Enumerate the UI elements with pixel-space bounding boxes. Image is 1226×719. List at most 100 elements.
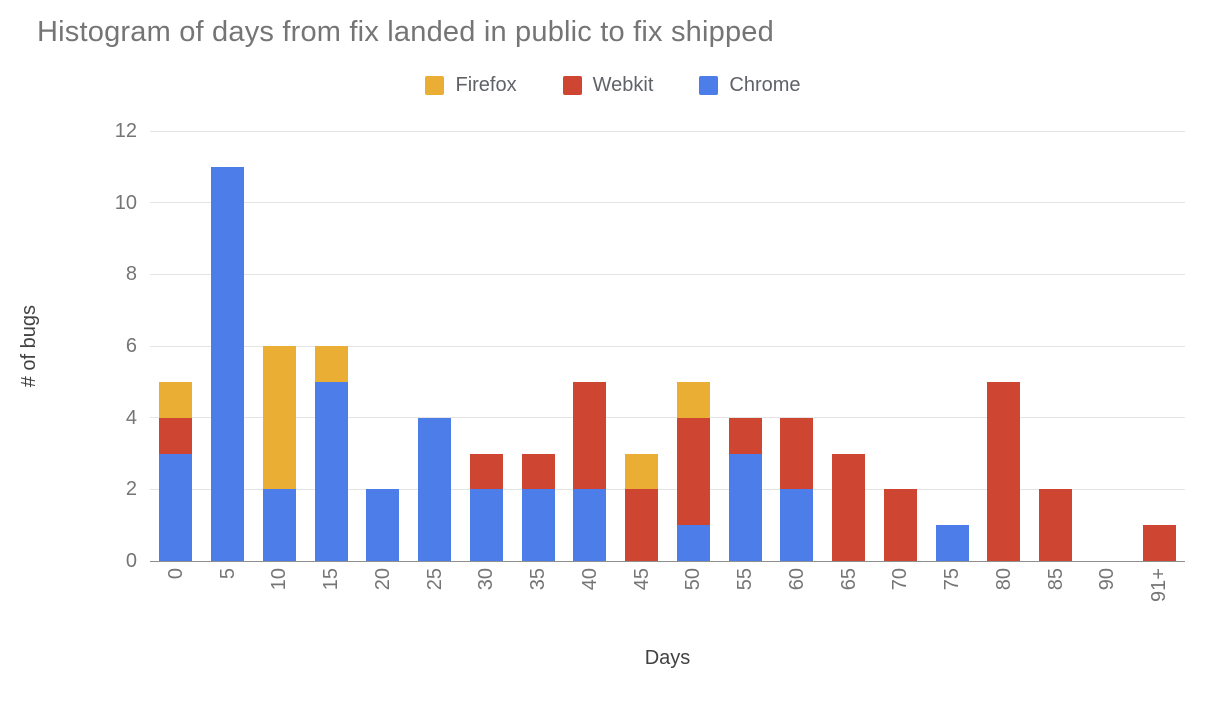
- y-axis-title: # of bugs: [17, 304, 40, 388]
- bar-column-30: [461, 131, 513, 561]
- y-tick-label: 12: [114, 120, 137, 142]
- x-tick-label: 55: [734, 568, 757, 591]
- bar-segment-chrome: [159, 453, 193, 561]
- bar-column-15: [305, 131, 357, 561]
- bar-segment-firefox: [676, 381, 710, 418]
- bar-segment-webkit: [159, 417, 193, 454]
- bar-column-65: [823, 131, 875, 561]
- legend-item-webkit: Webkit: [562, 73, 654, 97]
- gridline: [150, 130, 1185, 132]
- y-tick-label: 4: [125, 406, 137, 429]
- bar-column-80: [978, 131, 1030, 561]
- bar-45: [625, 453, 659, 561]
- x-axis-title: Days: [644, 647, 691, 669]
- bar-segment-chrome: [521, 489, 555, 561]
- x-tick-cell-90: 90: [1082, 561, 1134, 619]
- x-tick-cell-65: 65: [823, 561, 875, 619]
- legend-label: Chrome: [729, 73, 801, 96]
- bar-segment-chrome: [366, 489, 400, 561]
- bar-30: [469, 453, 503, 561]
- bar-segment-firefox: [262, 346, 296, 490]
- bar-column-40: [564, 131, 616, 561]
- bar-segment-chrome: [211, 166, 245, 561]
- legend-swatch-firefox-icon: [425, 75, 445, 95]
- x-tick-cell-20: 20: [357, 561, 409, 619]
- x-tick-label: 65: [837, 568, 860, 591]
- gridline: [150, 488, 1185, 490]
- x-tick-label: 91+: [1148, 568, 1171, 602]
- x-tick-label: 70: [889, 568, 912, 591]
- bar-column-90: [1082, 131, 1134, 561]
- gridline: [150, 417, 1185, 419]
- bar-column-91plus: [1133, 131, 1185, 561]
- bar-15: [314, 346, 348, 561]
- bar-segment-webkit: [521, 453, 555, 490]
- bar-segment-webkit: [1039, 489, 1073, 561]
- x-tick-label: 50: [682, 568, 705, 591]
- bar-column-10: [254, 131, 306, 561]
- bar-column-75: [926, 131, 978, 561]
- legend-label: Webkit: [592, 73, 654, 96]
- x-tick-cell-45: 45: [616, 561, 668, 619]
- bar-50: [676, 381, 710, 561]
- x-tick-cell-91plus: 91+: [1133, 561, 1185, 619]
- x-tick-label: 5: [216, 568, 239, 580]
- x-tick-cell-75: 75: [926, 561, 978, 619]
- x-tick-label: 15: [320, 568, 343, 591]
- bar-segment-firefox: [314, 346, 348, 382]
- x-tick-cell-0: 0: [150, 561, 202, 619]
- x-axis-line: [150, 560, 1185, 562]
- y-tick-label: 8: [125, 263, 137, 286]
- legend: Firefox Webkit Chrome: [0, 73, 1226, 97]
- bar-segment-chrome: [469, 489, 503, 561]
- bar-segment-webkit: [1142, 525, 1176, 561]
- x-tick-label: 30: [475, 568, 498, 591]
- bar-column-70: [875, 131, 927, 561]
- bar-60: [780, 417, 814, 561]
- x-tick-cell-85: 85: [1030, 561, 1082, 619]
- bar-segment-chrome: [418, 417, 452, 561]
- bar-segment-webkit: [883, 489, 917, 561]
- x-tick-cell-40: 40: [564, 561, 616, 619]
- bar-column-35: [512, 131, 564, 561]
- bar-91plus: [1142, 525, 1176, 561]
- legend-swatch-webkit-icon: [562, 75, 582, 95]
- bar-segment-firefox: [625, 453, 659, 490]
- bar-segment-chrome: [780, 489, 814, 561]
- x-tick-cell-5: 5: [202, 561, 254, 619]
- bar-segment-webkit: [987, 381, 1021, 561]
- bar-segment-webkit: [676, 417, 710, 526]
- bar-80: [987, 381, 1021, 561]
- chart-title: Histogram of days from fix landed in pub…: [37, 16, 774, 48]
- bar-segment-chrome: [728, 453, 762, 561]
- x-tick-cell-10: 10: [254, 561, 306, 619]
- y-tick-label: 10: [114, 191, 137, 214]
- x-tick-label: 25: [423, 568, 446, 591]
- x-tick-label: 60: [785, 568, 808, 591]
- bar-segment-webkit: [832, 453, 866, 561]
- x-tick-label: 10: [268, 568, 291, 591]
- y-tick-label: 6: [125, 335, 137, 357]
- x-tick-cell-15: 15: [305, 561, 357, 619]
- bar-column-20: [357, 131, 409, 561]
- bar-column-60: [771, 131, 823, 561]
- bar-column-25: [409, 131, 461, 561]
- legend-item-firefox: Firefox: [425, 74, 517, 97]
- x-tick-label: 85: [1044, 568, 1067, 591]
- x-tick-cell-55: 55: [719, 561, 771, 619]
- bar-segment-firefox: [159, 381, 193, 418]
- bar-35: [521, 453, 555, 561]
- bar-55: [728, 417, 762, 561]
- bar-5: [211, 166, 245, 561]
- x-tick-label: 45: [630, 568, 653, 591]
- bars-layer: [150, 131, 1185, 561]
- bar-segment-chrome: [573, 489, 607, 561]
- bar-25: [418, 417, 452, 561]
- bar-column-85: [1030, 131, 1082, 561]
- plot-column: 0 5 10 15 20 25 30 35 40 45 50 55 60 65 70 75 80 85 90 91+ …: [150, 130, 1185, 670]
- bar-segment-webkit: [625, 489, 659, 561]
- bar-10: [262, 346, 296, 561]
- y-axis-title-wrap: # of bugs: [0, 131, 58, 561]
- x-tick-label: 0: [164, 568, 187, 580]
